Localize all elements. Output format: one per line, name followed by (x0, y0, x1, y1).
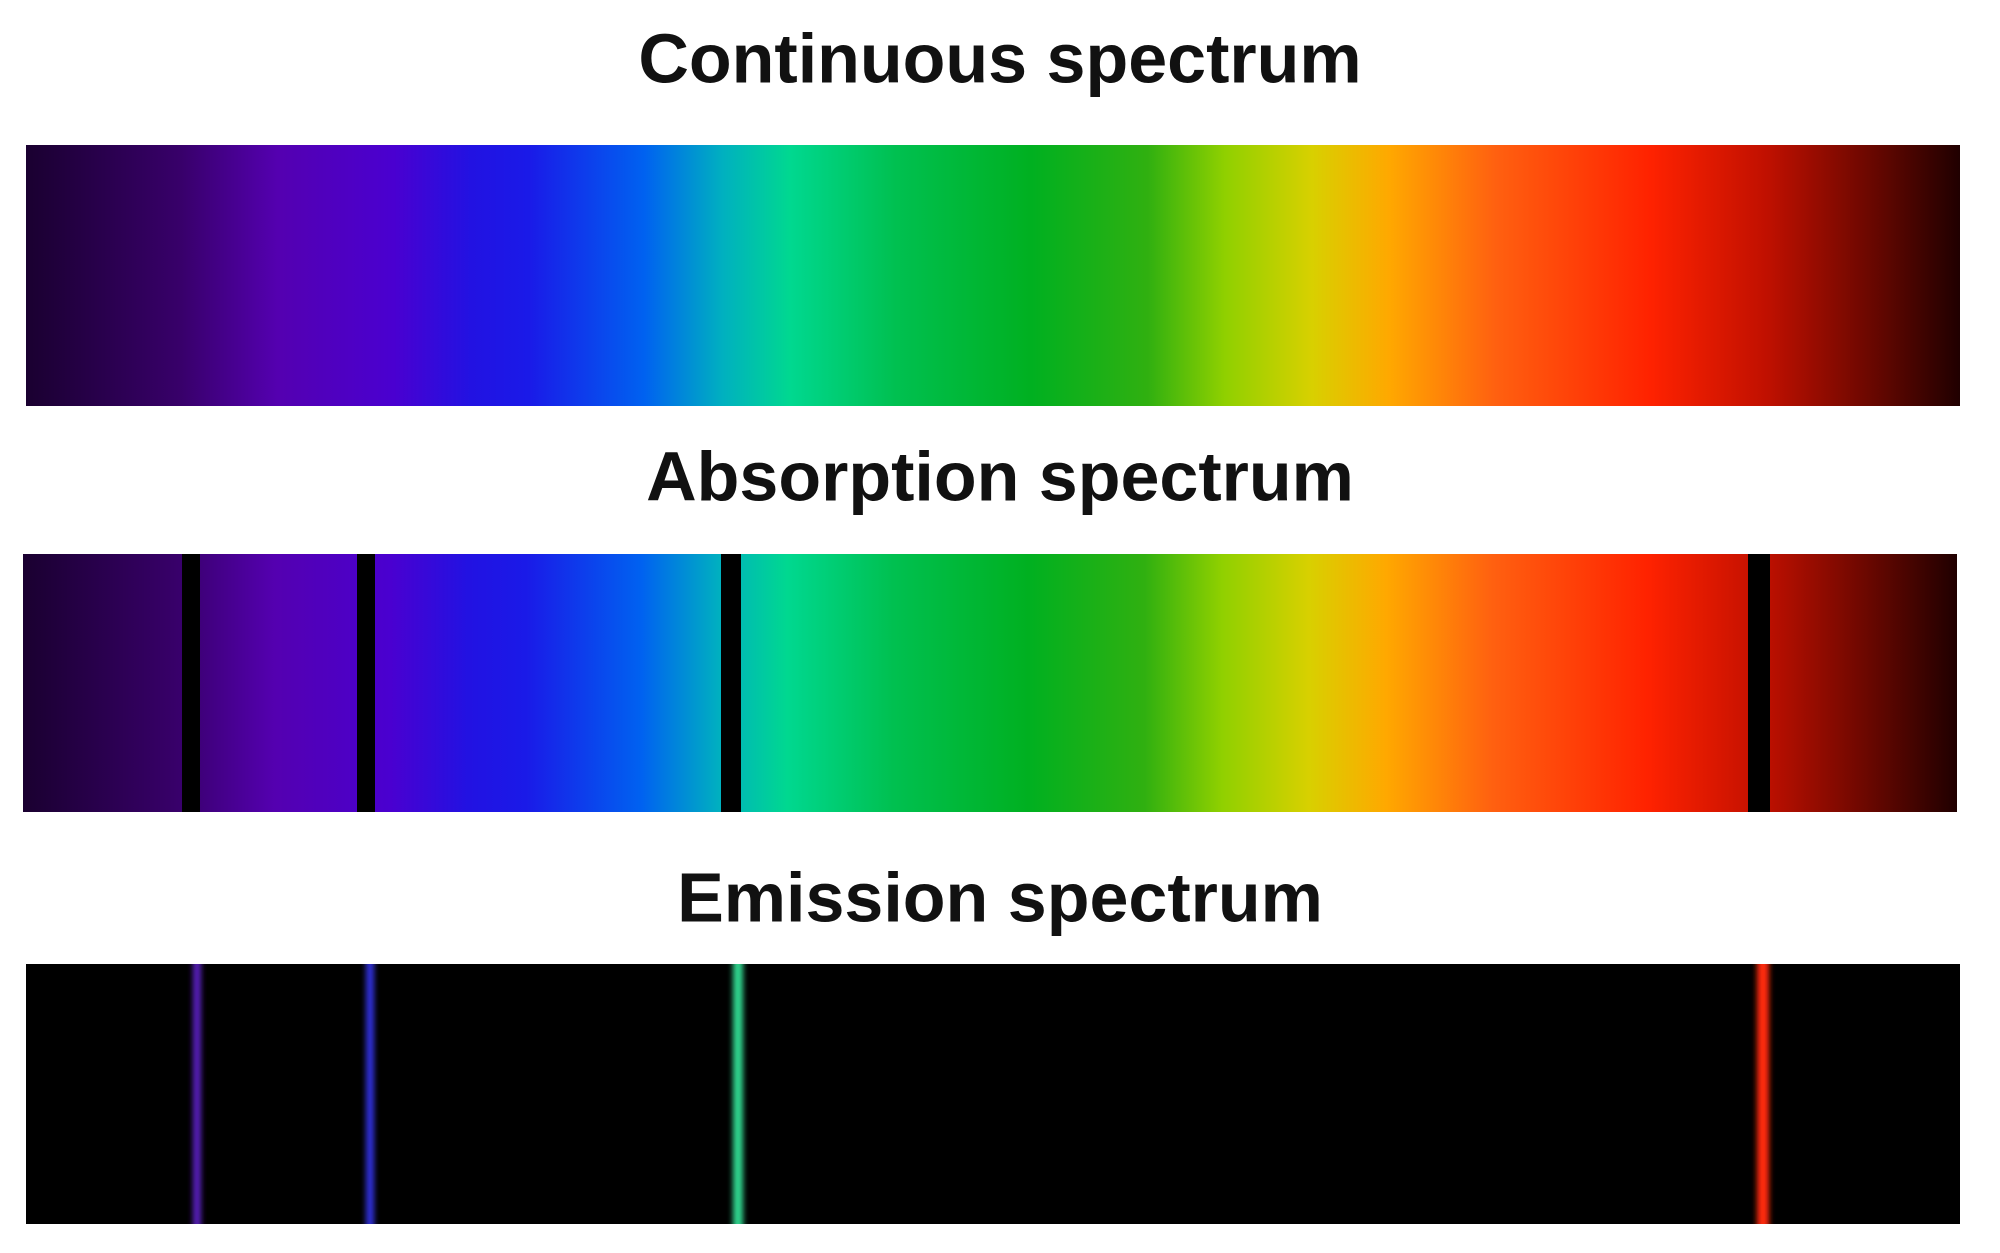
absorption-band (23, 554, 1957, 812)
absorption-spectrum (23, 554, 1957, 812)
absorption-line (357, 554, 375, 812)
panel-title: Continuous spectrum (638, 19, 1361, 97)
absorption-line (182, 554, 200, 812)
absorption-line (1748, 554, 1770, 812)
emission-line (1757, 964, 1769, 1224)
emission-spectrum (26, 964, 1960, 1224)
emission-line (366, 964, 374, 1224)
absorption-line (721, 554, 741, 812)
panel-title: Emission spectrum (677, 858, 1323, 936)
emission-line (193, 964, 201, 1224)
emission-line (733, 964, 743, 1224)
continuous-spectrum (26, 145, 1960, 406)
emission-band (26, 964, 1960, 1224)
panel-title: Absorption spectrum (646, 437, 1354, 515)
